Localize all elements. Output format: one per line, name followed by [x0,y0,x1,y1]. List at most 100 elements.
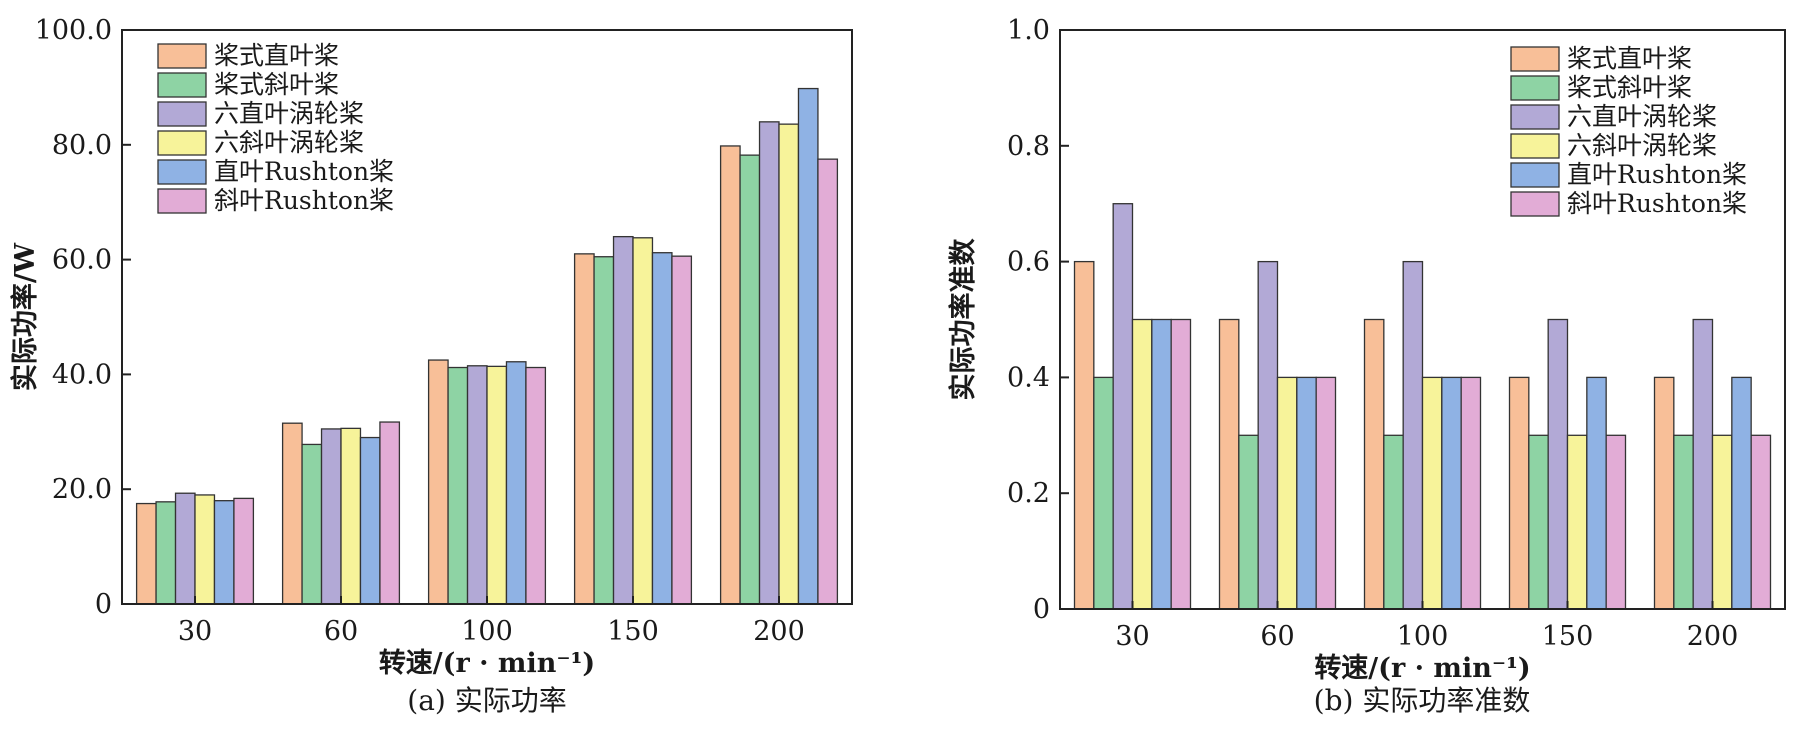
chart-2: 0 0.2 0.4 0.6 0.8 1.0 30 60 100 150 200 转速/(r · min… [947,15,1786,717]
x-tick-label: 60 [324,616,358,647]
bar-2-60 [301,443,323,605]
x-tick-label: 100 [461,616,513,647]
bar-1-60 [1218,318,1240,610]
chart-caption: (b) 实际功率准数 [1314,684,1531,717]
bar-3-200 [1692,318,1714,610]
y-tick-label: 60.0 [52,245,112,276]
bar-4-30 [1131,318,1153,610]
legend-swatch [1510,46,1560,72]
bar-1-100 [427,359,449,605]
bar-3-200 [758,121,780,605]
x-tick-label: 200 [753,616,805,647]
bar-3-150 [1547,318,1569,610]
bar-1-200 [1653,376,1675,610]
legend-label: 直叶Rushton桨 [1567,160,1747,189]
bar-4-60 [340,427,362,605]
bar-6-30 [233,497,255,605]
bar-2-60 [1238,434,1259,610]
bar-6-100 [525,366,547,605]
bar-5-150 [651,252,673,605]
x-tick-label: 150 [1542,621,1594,652]
bar-3-30 [1112,203,1134,610]
bar-3-100 [1402,260,1424,610]
x-axis-title: 转速/(r · min⁻¹) [1314,653,1530,684]
bar-5-150 [1586,376,1607,610]
legend-label: 桨式直叶桨 [1567,44,1692,73]
bar-6-60 [1315,376,1337,610]
legend-swatch [1510,133,1560,159]
bar-6-200 [1750,434,1772,610]
bar-5-30 [213,500,235,605]
bar-5-100 [505,361,527,605]
bar-4-100 [1421,376,1443,610]
legend-label: 桨式斜叶桨 [214,70,339,99]
y-tick-label: 100.0 [35,15,112,46]
y-axis-title: 实际功率准数 [947,238,979,401]
chart-caption: (a) 实际功率 [407,684,566,717]
bar-4-200 [778,123,800,605]
bar-5-200 [797,87,819,605]
bar-6-150 [671,255,693,605]
x-tick-label: 30 [1115,621,1149,652]
bar-2-200 [739,154,761,605]
bar-1-30 [135,502,157,605]
bar-6-150 [1605,434,1627,610]
bar-6-60 [379,421,401,605]
y-tick-label: 0.2 [1007,478,1050,509]
bar-2-150 [1528,434,1549,610]
bar-2-200 [1673,434,1694,610]
legend-label: 六斜叶涡轮桨 [214,128,364,157]
bar-6-200 [817,158,839,605]
bar-1-150 [573,253,595,605]
legend-swatch [157,130,207,156]
y-tick-label: 80.0 [52,130,112,161]
x-tick-label: 200 [1687,621,1739,652]
legend-swatch [157,43,207,69]
bar-6-100 [1460,376,1482,610]
bar-2-100 [1383,434,1404,610]
legend-swatch [1510,104,1560,130]
legend-swatch [157,188,207,214]
bar-5-30 [1151,318,1172,610]
legend-swatch [1510,162,1560,188]
bar-2-100 [447,366,469,605]
bar-1-100 [1363,318,1385,610]
y-tick-label: 0.4 [1007,362,1050,393]
bar-3-150 [612,235,634,605]
bar-1-200 [719,145,741,605]
bar-2-30 [155,501,177,605]
bar-4-150 [1566,434,1588,610]
x-tick-label: 100 [1397,621,1449,652]
legend-label: 直叶Rushton桨 [214,157,394,186]
bar-4-150 [632,237,654,605]
legend-label: 六直叶涡轮桨 [1567,102,1717,131]
bar-4-60 [1276,376,1298,610]
legend-label: 斜叶Rushton桨 [214,186,394,215]
legend-label: 桨式直叶桨 [214,41,339,70]
bar-5-100 [1441,376,1462,610]
y-tick-label: 40.0 [52,359,112,390]
legend-swatch [157,159,207,185]
y-tick-label: 0.8 [1007,131,1050,162]
legend-swatch [157,101,207,127]
bar-5-200 [1731,376,1752,610]
legend-swatch [1510,75,1560,101]
legend-label: 六斜叶涡轮桨 [1567,131,1717,160]
x-tick-label: 60 [1260,621,1294,652]
bar-3-100 [466,365,488,605]
legend-swatch [157,72,207,98]
bar-4-100 [486,365,508,605]
x-tick-label: 150 [607,616,659,647]
bar-2-30 [1093,376,1114,610]
bar-5-60 [1296,376,1317,610]
bar-3-60 [1257,260,1279,610]
bar-1-60 [281,422,303,605]
bar-3-30 [174,492,196,605]
bar-5-60 [359,436,381,605]
y-tick-label: 0 [1033,594,1050,625]
x-axis-title: 转速/(r · min⁻¹) [379,648,595,679]
bar-4-30 [194,494,216,605]
legend-label: 桨式斜叶桨 [1567,73,1692,102]
legend-label: 斜叶Rushton桨 [1567,189,1747,218]
